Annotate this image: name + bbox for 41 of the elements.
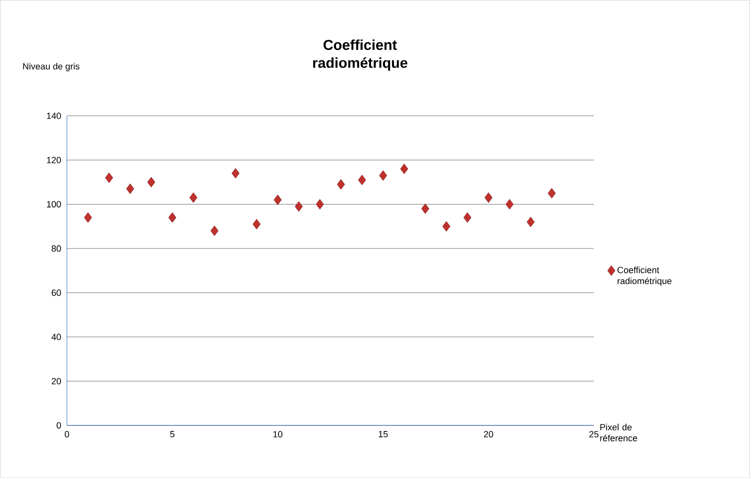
- y-tick-label: 60: [52, 289, 61, 296]
- point: [105, 172, 114, 183]
- y-tick-label: 120: [47, 156, 61, 164]
- point: [274, 194, 282, 205]
- x-tick-label: 15: [378, 430, 388, 438]
- point: [210, 226, 218, 236]
- legend-label: Coefficient radiométrique: [618, 266, 672, 286]
- chart-title: Coefficient radiométrique: [313, 39, 408, 71]
- point: [484, 192, 492, 203]
- x-axis-title: Pixel de réference: [600, 424, 638, 442]
- y-tick-label: 0: [56, 422, 61, 429]
- y-tick-label: 80: [52, 245, 61, 252]
- x-tick-label: 25: [589, 430, 598, 438]
- point: [400, 164, 408, 174]
- y-tick-label: 100: [47, 201, 61, 208]
- y-tick-label: 20: [52, 378, 61, 384]
- point: [252, 218, 261, 230]
- x-tick-label: 0: [64, 430, 70, 438]
- point: [463, 212, 472, 223]
- point: [358, 174, 366, 186]
- point: [84, 212, 92, 223]
- point: [294, 201, 303, 212]
- point: [506, 199, 514, 210]
- x-tick-label: 20: [484, 430, 494, 438]
- point: [526, 216, 535, 228]
- point: [442, 221, 450, 232]
- point: [337, 179, 345, 190]
- point: [189, 192, 198, 203]
- point: [421, 203, 430, 214]
- point: [548, 188, 556, 198]
- y-axis-title: Niveau de gris: [23, 62, 80, 72]
- x-tick-label: 10: [273, 430, 282, 438]
- y-tick-label: 40: [52, 334, 61, 340]
- y-tick-label: 140: [47, 112, 61, 119]
- point: [147, 176, 156, 188]
- x-tick-label: 5: [170, 430, 174, 438]
- point: [126, 184, 134, 194]
- point: [168, 212, 176, 223]
- point: [232, 168, 240, 178]
- point: [316, 199, 324, 210]
- point: [379, 170, 388, 181]
